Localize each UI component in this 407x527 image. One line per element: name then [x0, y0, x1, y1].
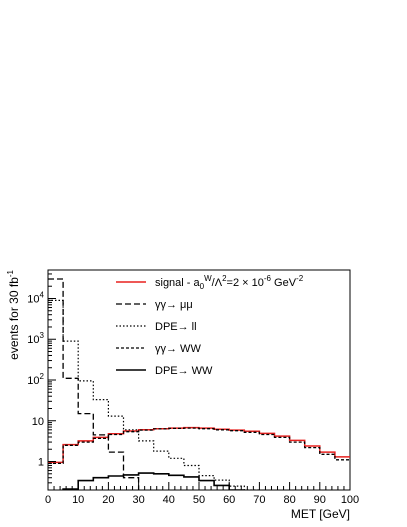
legend-label-4: DPE→ WW: [155, 365, 213, 377]
x-tick-label: 70: [253, 494, 265, 506]
series-layer: [48, 278, 350, 490]
x-tick-label: 20: [102, 494, 114, 506]
x-tick-label: 50: [193, 494, 205, 506]
y-tick-label: 104: [27, 290, 44, 305]
y-tick-label: 103: [27, 331, 44, 346]
legend-label-2: DPE→ ll: [155, 321, 197, 333]
y-tick-label: 102: [27, 372, 44, 387]
y-tick-label: 10: [32, 416, 44, 428]
legend: signal - a0W/Λ2=2 × 10-6 GeV-2 γγ→ μμ DPE→…: [116, 274, 304, 377]
series-line-2: [48, 299, 260, 490]
x-tick-label: 60: [223, 494, 235, 506]
legend-label-0: signal - a0W/Λ2=2 × 10-6 GeV-2: [155, 274, 304, 291]
y-tick-label: 1: [38, 457, 44, 469]
x-tick-label: 30: [132, 494, 144, 506]
legend-label-1: γγ→ μμ: [155, 299, 193, 311]
x-tick-label: 0: [45, 494, 51, 506]
x-tick-label: 80: [283, 494, 295, 506]
x-axis-title: MET [GeV]: [291, 507, 350, 521]
series-line-3: [48, 427, 350, 465]
x-tick-label: 90: [314, 494, 326, 506]
legend-label-3: γγ→ WW: [155, 343, 201, 355]
y-axis-title: events for 30 fb-1: [6, 269, 21, 359]
x-tick-label: 40: [163, 494, 175, 506]
series-line-4: [62, 472, 246, 490]
series-line-1: [48, 278, 140, 490]
x-tick-label: 100: [341, 494, 359, 506]
x-tick-label: 10: [72, 494, 84, 506]
plot-frame: [47, 269, 351, 491]
